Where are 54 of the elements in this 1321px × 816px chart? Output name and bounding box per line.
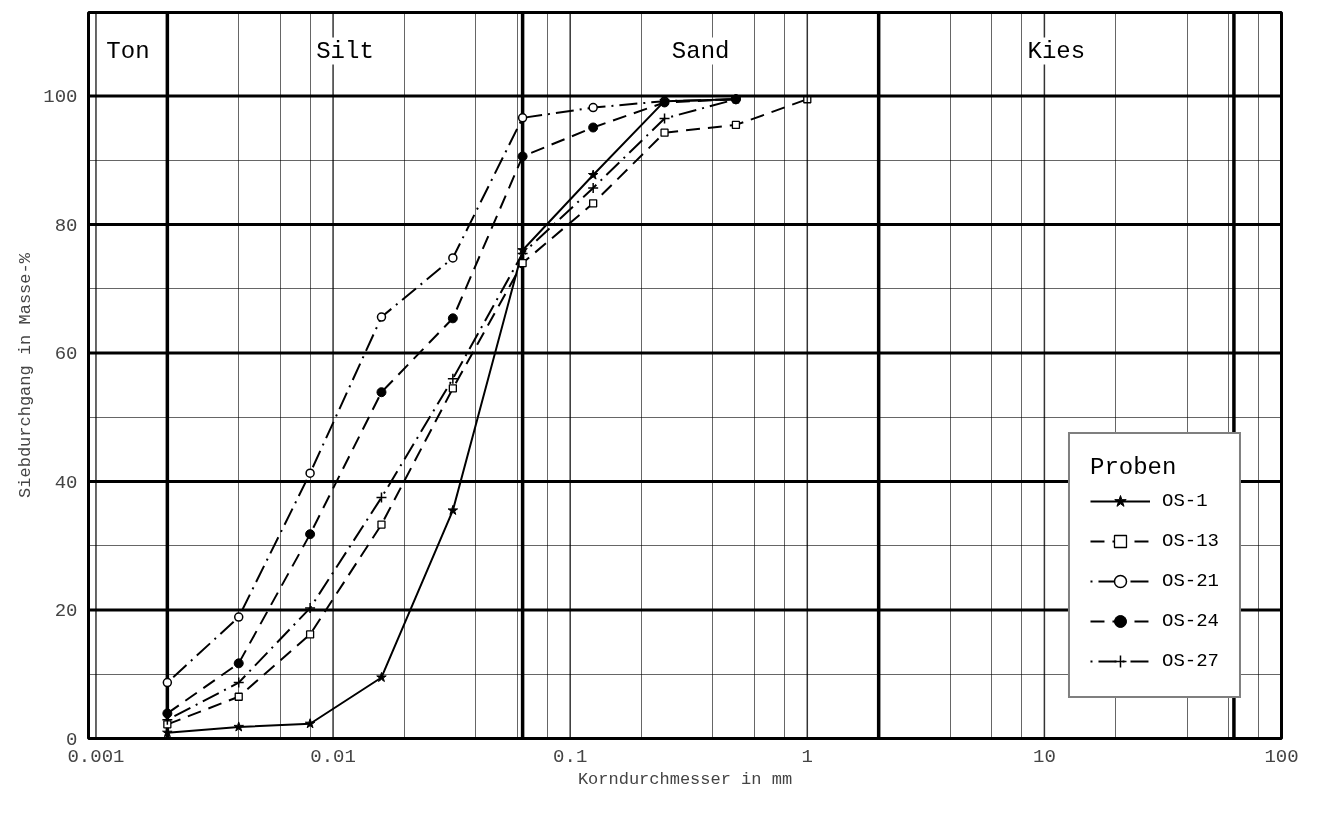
x-tick-label: 0.1 [553, 745, 588, 768]
point [447, 504, 459, 515]
point [587, 182, 599, 194]
point [376, 671, 387, 683]
point [660, 128, 669, 137]
point [448, 253, 458, 263]
point [588, 122, 599, 133]
point [447, 313, 458, 324]
y-tick-label: 60 [54, 343, 78, 366]
y-axis-title: Siebdurchgang in Masse-% [16, 252, 36, 498]
point [517, 113, 528, 123]
legend-label: OS-27 [1161, 650, 1219, 672]
point [517, 151, 528, 162]
point [233, 658, 244, 669]
point [304, 718, 316, 729]
point [305, 529, 316, 540]
legend-label: OS-24 [1161, 610, 1219, 632]
point [376, 312, 387, 322]
point [233, 612, 244, 622]
legend-label: OS-13 [1161, 530, 1219, 552]
x-axis-title: Korndurchmesser in mm [577, 769, 793, 789]
x-tick-label: 1 [801, 745, 813, 768]
point [588, 102, 598, 113]
legend-label: OS-1 [1161, 490, 1208, 512]
x-tick-label: 100 [1264, 745, 1299, 768]
point [731, 120, 741, 130]
point [447, 372, 459, 385]
point [376, 387, 387, 398]
point [377, 520, 386, 529]
annotation: Sand [671, 37, 730, 65]
y-tick-label: 100 [43, 86, 78, 109]
point [162, 677, 173, 688]
point [305, 630, 315, 639]
point [518, 258, 527, 268]
y-tick-label: 20 [54, 600, 78, 622]
annotation: Silt [316, 37, 374, 65]
legend-label: OS-21 [1161, 570, 1219, 592]
point [232, 676, 245, 689]
y-tick-label: 40 [54, 471, 78, 494]
point [233, 721, 244, 732]
point [448, 384, 457, 393]
y-tick-label: 80 [54, 214, 78, 237]
point [162, 708, 173, 719]
point [375, 491, 388, 504]
legend-title: Proben [1089, 454, 1178, 481]
point [589, 199, 598, 208]
x-tick-label: 0.01 [310, 745, 356, 768]
annotation: Kies [1027, 37, 1086, 65]
point [587, 169, 599, 180]
point [658, 112, 671, 125]
point [234, 692, 243, 701]
annotation: Ton [106, 37, 150, 65]
point [305, 468, 315, 478]
x-tick-label: 10 [1032, 745, 1056, 768]
